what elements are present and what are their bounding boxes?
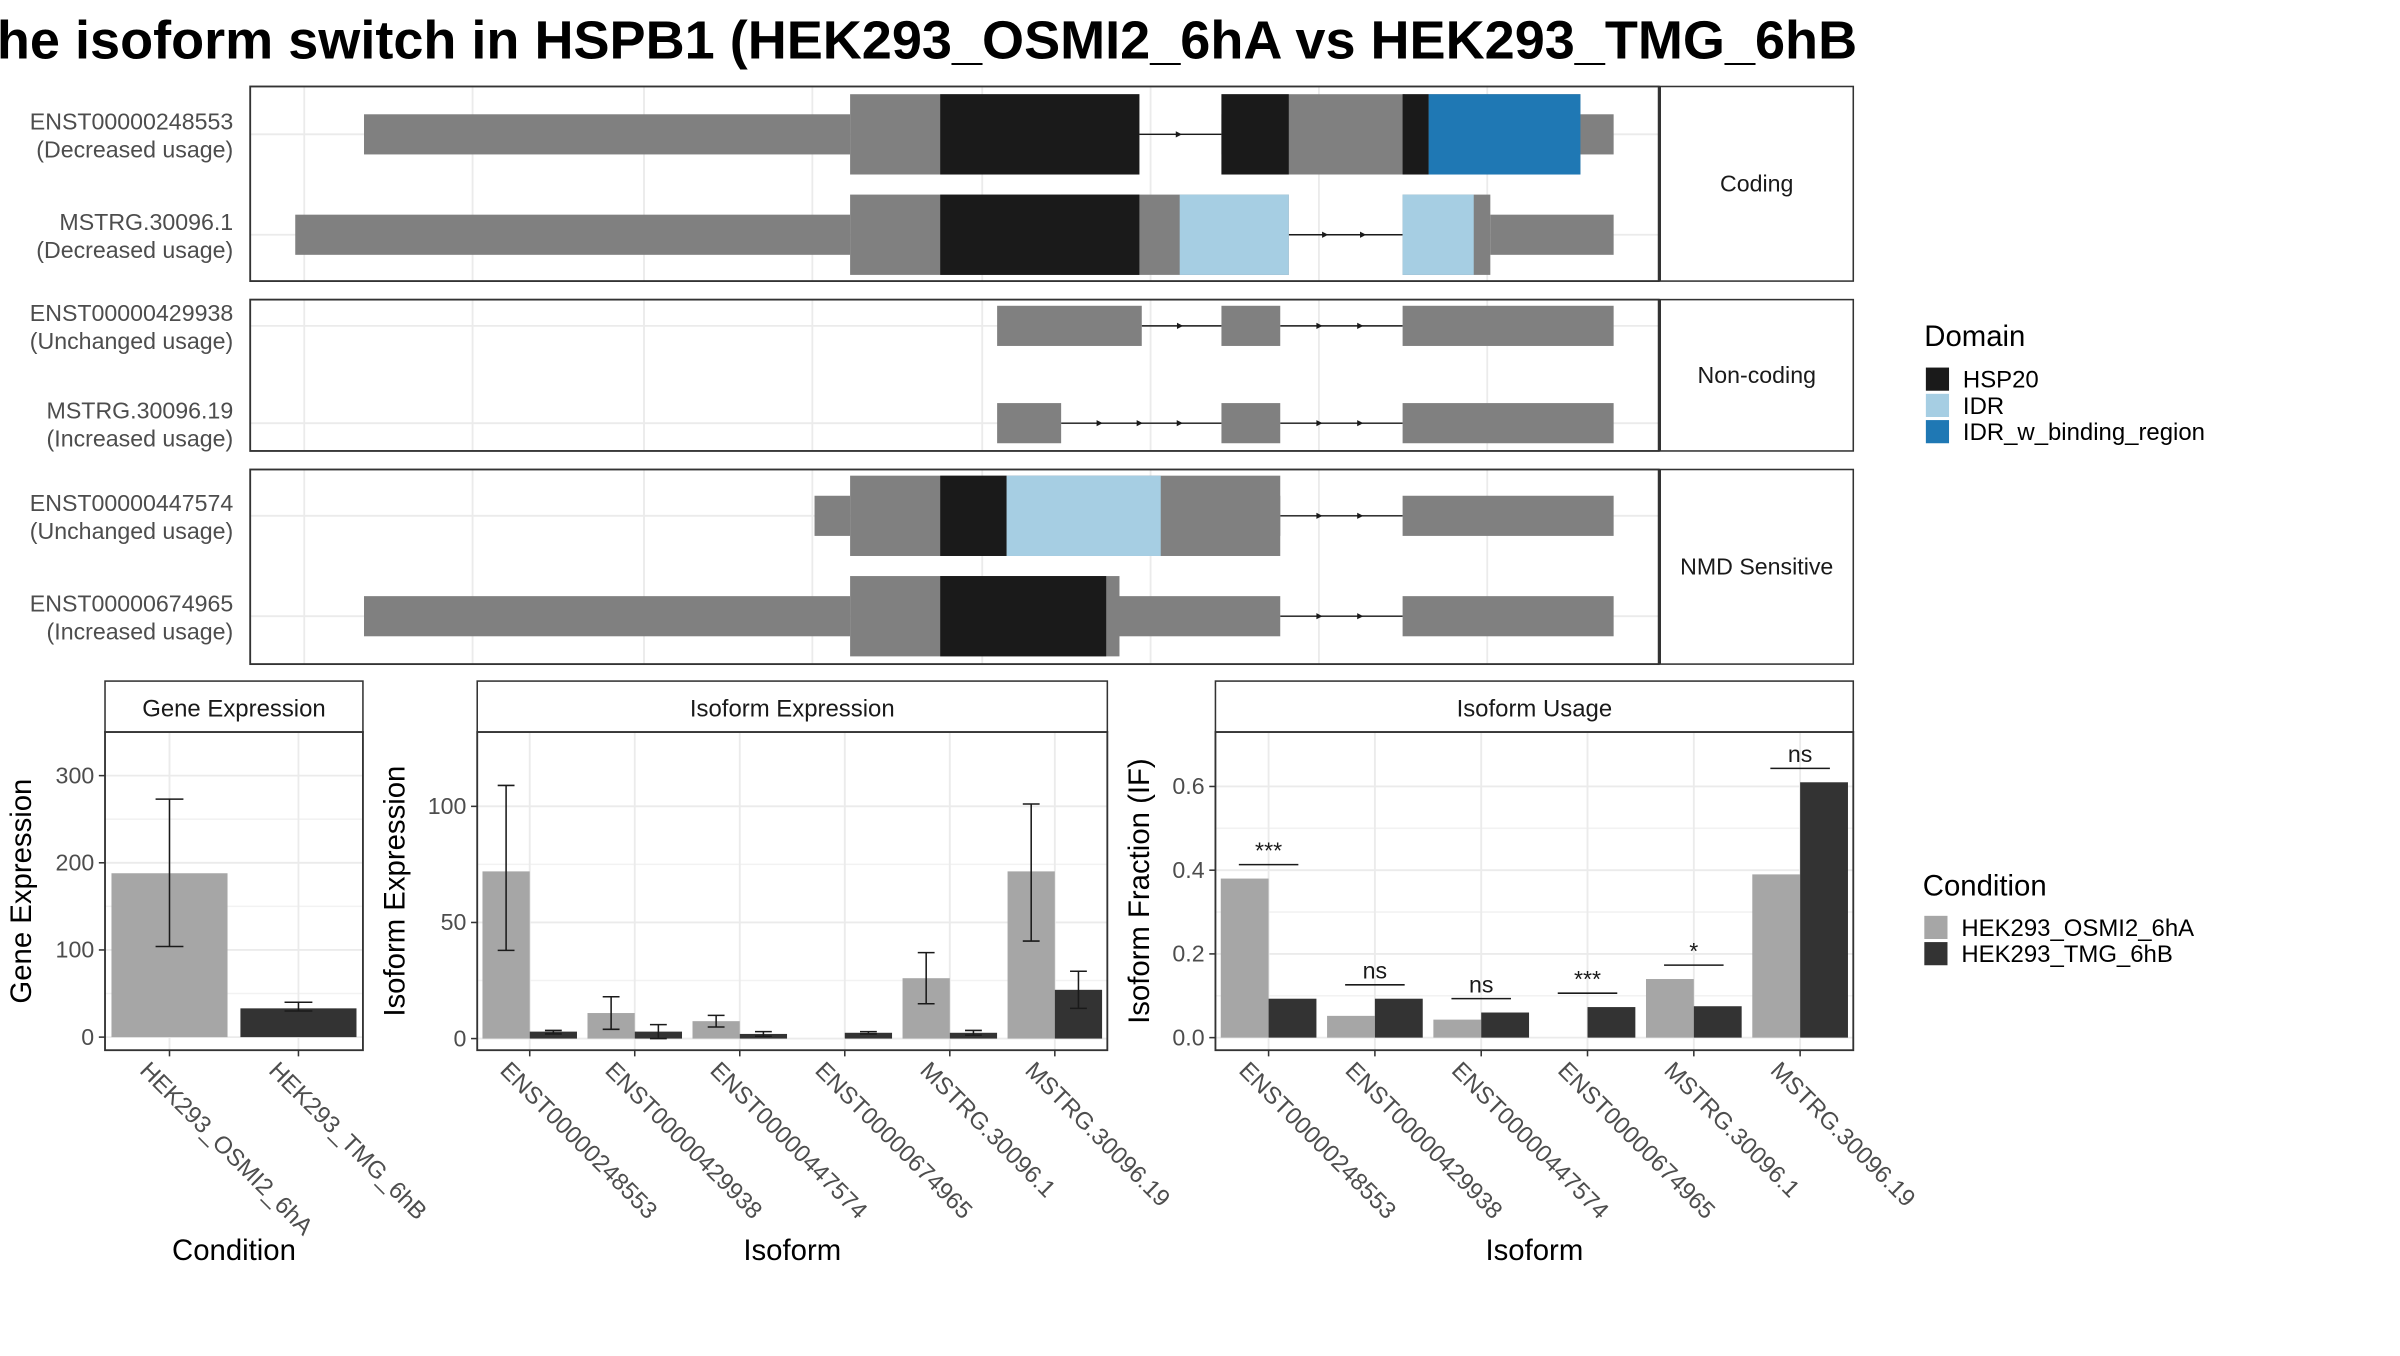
isoform-usage-chart: Isoform Usage***nsns****ns0.00.20.40.6EN… xyxy=(1123,681,1920,1267)
y-axis-title: Isoform Fraction (IF) xyxy=(1123,758,1156,1024)
condition-legend-label: HEK293_OSMI2_6hA xyxy=(1961,915,2194,942)
domain-idr xyxy=(1180,195,1289,275)
structure-strip-label: Non-coding xyxy=(1698,362,1816,388)
domain-legend-swatch xyxy=(1926,420,1949,443)
y-tick-label: 100 xyxy=(428,793,467,819)
isoform-usage-label: (Decreased usage) xyxy=(36,137,233,163)
isoform-id-label: ENST00000429938 xyxy=(30,300,233,326)
condition-legend-title: Condition xyxy=(1923,870,2047,903)
utr-exon xyxy=(815,496,851,536)
significance-label: *** xyxy=(1574,966,1601,992)
y-tick-label: 0.6 xyxy=(1172,773,1204,799)
structure-strip-label: NMD Sensitive xyxy=(1680,554,1833,580)
isoform-usage-label: (Unchanged usage) xyxy=(30,328,233,354)
bar xyxy=(1375,999,1423,1038)
isoform-usage-label: (Unchanged usage) xyxy=(30,518,233,544)
domain-legend-label: IDR_w_binding_region xyxy=(1963,419,2205,446)
condition-legend-swatch xyxy=(1924,942,1947,965)
y-tick-label: 100 xyxy=(56,937,95,963)
domain-hsp20 xyxy=(940,476,1006,556)
bar xyxy=(1646,979,1694,1038)
bar xyxy=(1800,782,1848,1037)
utr-exon xyxy=(1221,403,1280,443)
domain-idr-w-binding-region xyxy=(1429,94,1581,174)
utr-exon xyxy=(1109,596,1281,636)
figure-title: he isoform switch in HSPB1 (HEK293_OSMI2… xyxy=(0,11,1857,71)
y-tick-label: 300 xyxy=(56,762,95,788)
domain-legend-title: Domain xyxy=(1924,320,2025,353)
y-axis-title: Gene Expression xyxy=(5,779,38,1004)
bar xyxy=(1752,874,1800,1037)
structure-strip-label: Coding xyxy=(1720,171,1793,197)
domain-hsp20 xyxy=(1403,94,1429,174)
bar xyxy=(1481,1013,1529,1038)
bar xyxy=(240,1008,356,1037)
isoform-id-label: ENST00000447574 xyxy=(30,490,234,516)
utr-exon xyxy=(1403,306,1614,346)
utr-exon xyxy=(364,596,850,636)
domain-legend-label: HSP20 xyxy=(1963,367,2039,394)
y-tick-label: 0.4 xyxy=(1172,857,1204,883)
domain-idr xyxy=(1007,476,1161,556)
bar xyxy=(1269,999,1317,1038)
domain-hsp20 xyxy=(940,576,1106,656)
isoform-usage-label: (Increased usage) xyxy=(47,618,234,644)
utr-exon xyxy=(1580,114,1613,154)
domain-legend-label: IDR xyxy=(1963,393,2004,420)
utr-exon xyxy=(1490,215,1613,255)
bar xyxy=(1588,1007,1636,1038)
domain-hsp20 xyxy=(1221,94,1288,174)
x-axis-title: Isoform xyxy=(1485,1234,1583,1267)
domain-legend-swatch xyxy=(1926,394,1949,417)
significance-label: ns xyxy=(1788,741,1812,767)
bar xyxy=(1433,1020,1481,1038)
utr-exon xyxy=(1403,496,1614,536)
condition-legend-swatch xyxy=(1924,916,1947,939)
domain-legend-swatch xyxy=(1926,368,1949,391)
y-tick-label: 50 xyxy=(441,909,467,935)
isoform-id-label: MSTRG.30096.19 xyxy=(47,398,234,424)
significance-label: ns xyxy=(1363,958,1387,984)
domain-hsp20 xyxy=(940,94,1139,174)
isoform-expression-chart: Isoform Expression050100ENST00000248553E… xyxy=(379,681,1175,1267)
y-tick-label: 0.0 xyxy=(1172,1024,1204,1050)
bar xyxy=(1221,879,1269,1038)
isoform-id-label: ENST00000248553 xyxy=(30,109,233,135)
domain-hsp20 xyxy=(940,195,1139,275)
y-tick-label: 200 xyxy=(56,850,95,876)
utr-exon xyxy=(997,403,1061,443)
bar xyxy=(1327,1016,1375,1038)
x-axis-title: Isoform xyxy=(743,1234,841,1267)
utr-exon xyxy=(364,114,850,154)
y-axis-title: Isoform Expression xyxy=(379,766,412,1017)
x-axis-title: Condition xyxy=(172,1234,296,1267)
significance-label: * xyxy=(1689,938,1698,964)
chart-title: Isoform Expression xyxy=(690,696,895,723)
utr-exon xyxy=(997,306,1142,346)
isoform-id-label: MSTRG.30096.1 xyxy=(59,209,233,235)
domain-idr xyxy=(1403,195,1474,275)
isoform-usage-label: (Decreased usage) xyxy=(36,237,233,263)
significance-label: ns xyxy=(1469,971,1493,997)
utr-exon xyxy=(1221,306,1280,346)
utr-exon xyxy=(1403,403,1614,443)
condition-legend-label: HEK293_TMG_6hB xyxy=(1961,941,2172,968)
chart-title: Gene Expression xyxy=(142,696,326,723)
significance-label: *** xyxy=(1255,837,1282,863)
utr-exon xyxy=(1403,596,1614,636)
utr-exon xyxy=(295,215,850,255)
y-tick-label: 0 xyxy=(81,1024,94,1050)
chart-title: Isoform Usage xyxy=(1457,696,1613,723)
isoform-id-label: ENST00000674965 xyxy=(30,591,233,617)
isoform-usage-label: (Increased usage) xyxy=(47,425,234,451)
gene-expression-chart: Gene Expression0100200300HEK293_OSMI2_6h… xyxy=(5,681,432,1267)
y-tick-label: 0 xyxy=(454,1025,467,1051)
bar xyxy=(1694,1006,1742,1037)
y-tick-label: 0.2 xyxy=(1172,941,1204,967)
